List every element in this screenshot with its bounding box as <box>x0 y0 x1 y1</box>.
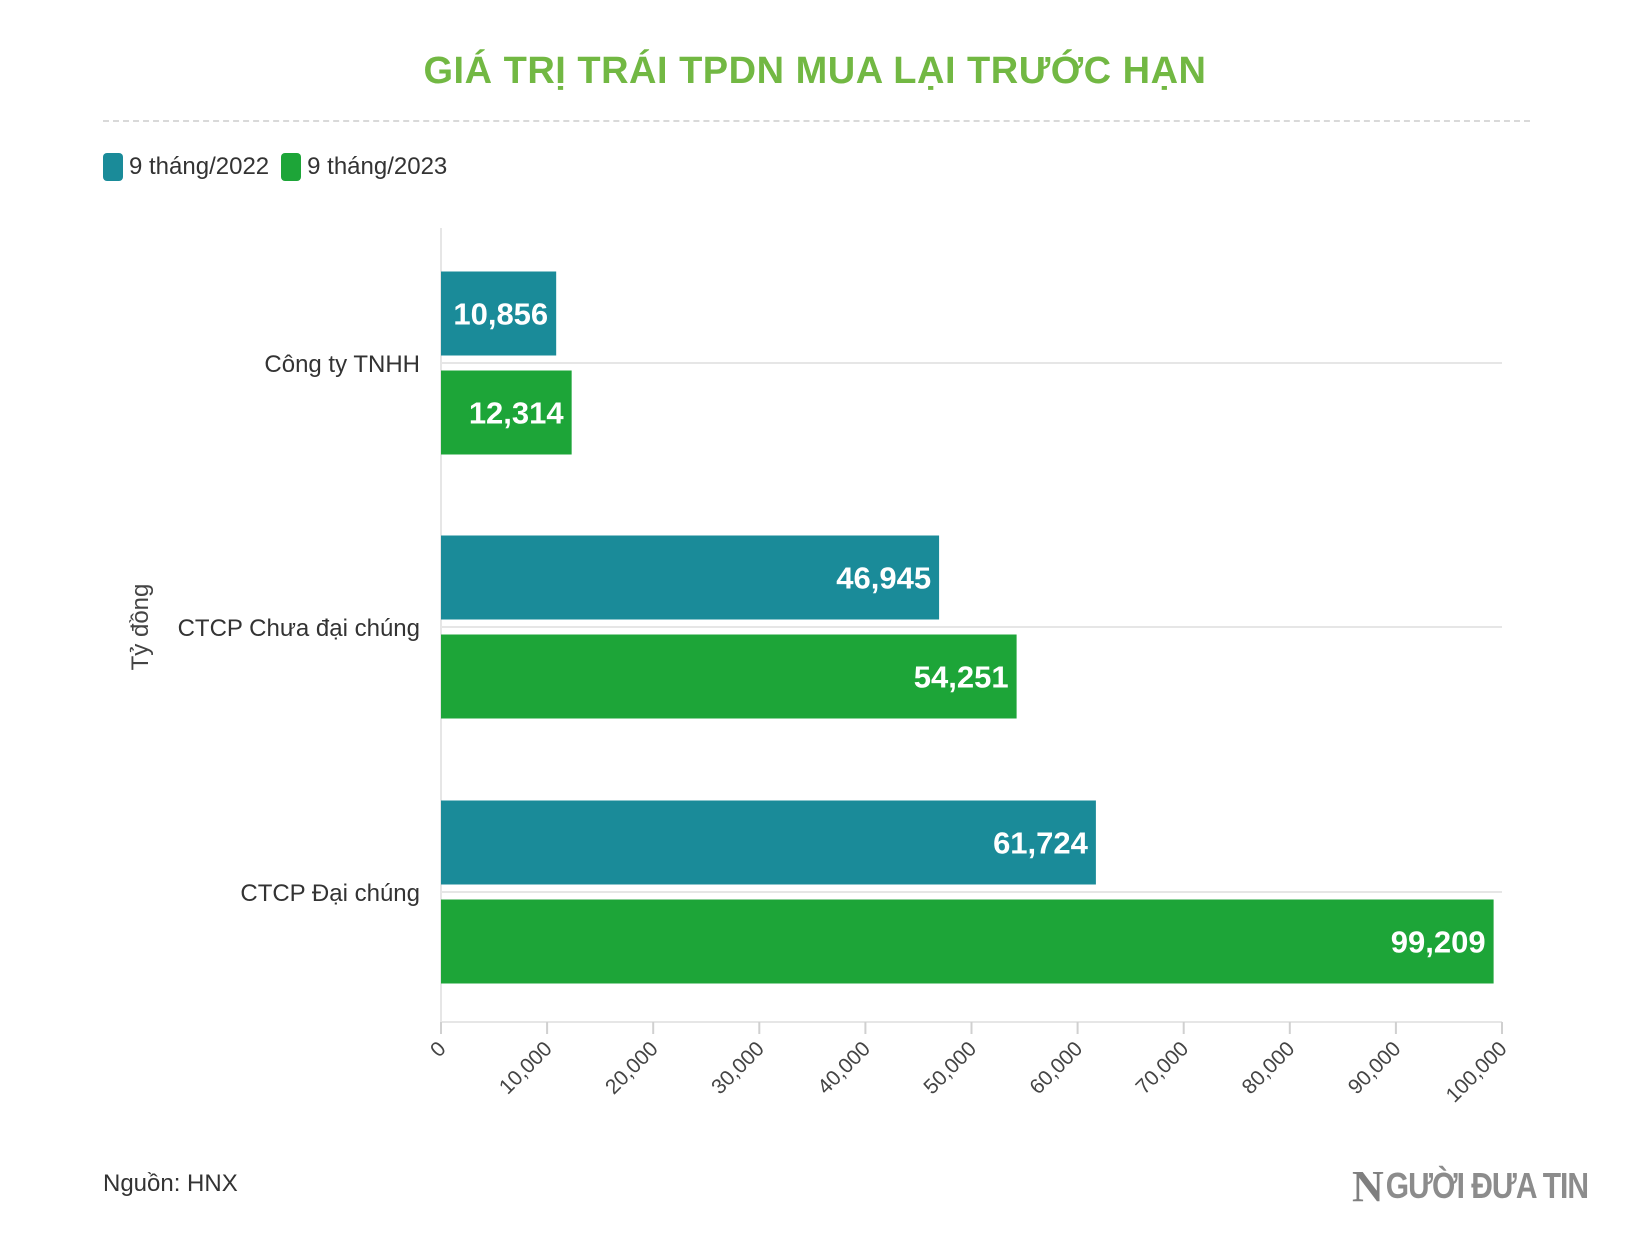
publisher-logo: N GƯỜI ĐƯA TIN <box>1352 1162 1589 1211</box>
category-label: CTCP Chưa đại chúng <box>178 615 420 642</box>
legend-label-2023: 9 tháng/2023 <box>307 153 448 180</box>
data-label: 10,856 <box>453 297 548 332</box>
legend-swatch-2022 <box>103 153 123 181</box>
data-label: 12,314 <box>469 396 565 431</box>
x-tick-label: 90,000 <box>1344 1037 1406 1099</box>
x-tick-label: 60,000 <box>1025 1037 1087 1099</box>
category-label: CTCP Đại chúng <box>240 880 420 907</box>
x-tick-label: 50,000 <box>919 1037 981 1099</box>
data-label: 61,724 <box>993 826 1089 861</box>
bar-2023 <box>441 370 572 455</box>
data-label: 99,209 <box>1391 925 1486 960</box>
x-tick-label: 80,000 <box>1238 1037 1300 1099</box>
logo-text: GƯỜI ĐƯA TIN <box>1385 1166 1589 1207</box>
x-tick-label: 30,000 <box>707 1037 769 1099</box>
chart-title: GIÁ TRỊ TRÁI TPDN MUA LẠI TRƯỚC HẠN <box>423 50 1207 92</box>
x-tick-label: 100,000 <box>1442 1037 1512 1107</box>
bar-2023 <box>441 634 1017 719</box>
bar-2022 <box>441 800 1096 885</box>
x-tick-label: 20,000 <box>601 1037 663 1099</box>
x-tick-label: 0 <box>426 1037 451 1062</box>
y-axis-title: Tỷ đồng <box>127 584 154 671</box>
title-divider <box>103 120 1530 122</box>
legend-label-2022: 9 tháng/2022 <box>129 153 270 180</box>
legend-swatch-2023 <box>281 153 302 181</box>
data-label: 54,251 <box>914 660 1009 695</box>
logo-mark: N <box>1352 1162 1384 1211</box>
x-tick-label: 40,000 <box>813 1037 875 1099</box>
source-note: Nguồn: HNX <box>103 1170 238 1197</box>
legend: 9 tháng/2022 9 tháng/2023 <box>103 153 459 181</box>
legend-item-2023[interactable]: 9 tháng/2023 <box>281 153 447 181</box>
category-label: Công ty TNHH <box>264 351 420 378</box>
data-label: 46,945 <box>836 561 931 596</box>
bar-2023 <box>441 899 1494 984</box>
x-tick-label: 70,000 <box>1132 1037 1194 1099</box>
bar-2022 <box>441 535 940 620</box>
x-tick-label: 10,000 <box>495 1037 557 1099</box>
legend-item-2022[interactable]: 9 tháng/2022 <box>103 153 269 181</box>
bar-2022 <box>441 271 557 356</box>
